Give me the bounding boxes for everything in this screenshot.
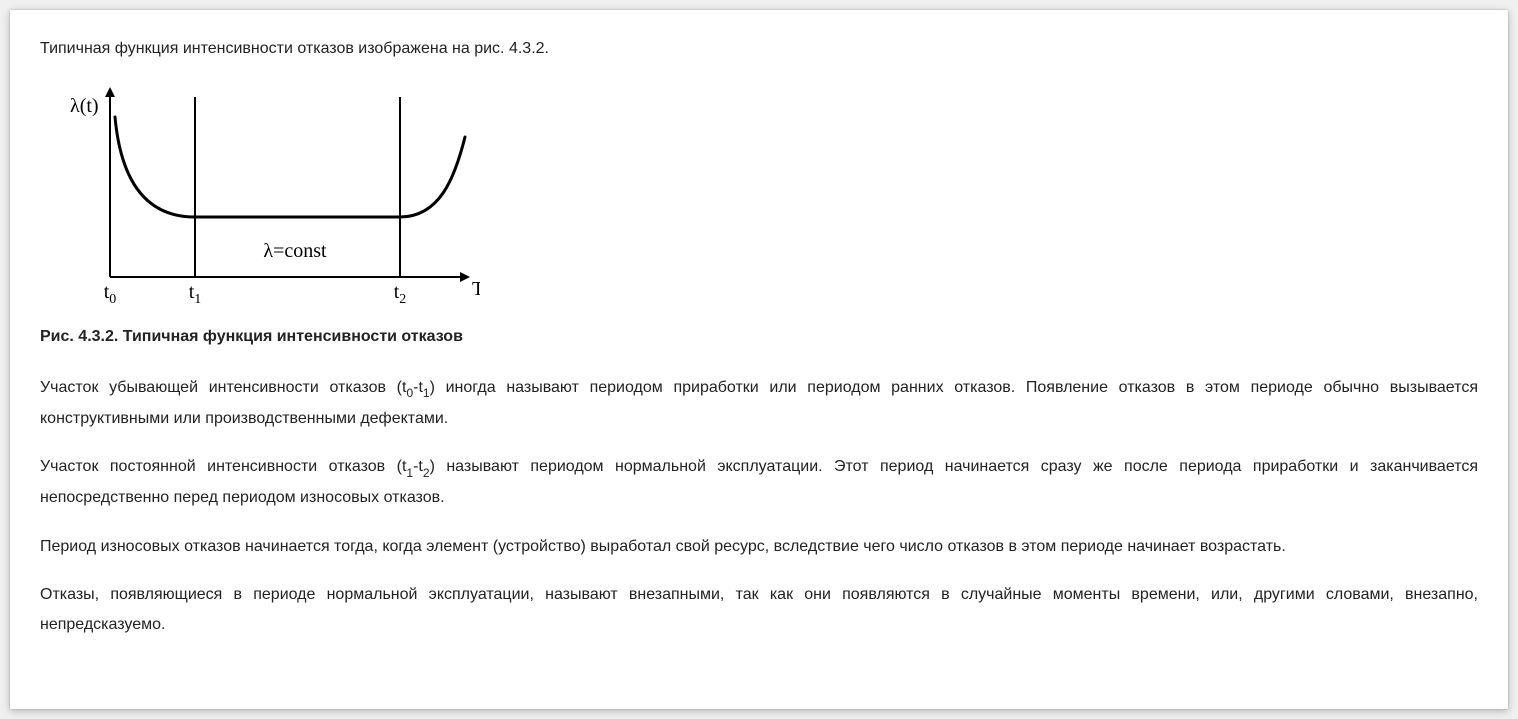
paragraph-4: Отказы, появляющиеся в периоде нормально… — [40, 580, 1478, 641]
page-outer: Типичная функция интенсивности отказов и… — [0, 0, 1518, 719]
p1-text-a: Участок убывающей интенсивности отказов … — [40, 379, 406, 396]
p2-sub-2: 2 — [423, 466, 430, 480]
p1-text-b: -t — [413, 379, 423, 396]
p2-text-a: Участок постоянной интенсивности отказов… — [40, 458, 406, 475]
svg-text:t2: t2 — [394, 281, 407, 307]
p2-text-b: -t — [413, 458, 423, 475]
paragraph-3: Период износовых отказов начинается тогд… — [40, 532, 1478, 562]
svg-text:λ=const: λ=const — [263, 240, 327, 262]
figure-caption: Рис. 4.3.2. Типичная функция интенсивнос… — [40, 322, 1478, 352]
p1-sub-1: 1 — [423, 386, 430, 400]
figure-bathtub-curve: λ(t) Tt0 t1 t2 λ=const — [40, 82, 1478, 312]
svg-text:t1: t1 — [189, 281, 202, 307]
svg-text:λ(t): λ(t) — [70, 95, 99, 117]
paragraph-2: Участок постоянной интенсивности отказов… — [40, 452, 1478, 513]
bathtub-curve-svg: λ(t) Tt0 t1 t2 λ=const — [40, 82, 480, 307]
document-page: Типичная функция интенсивности отказов и… — [10, 10, 1508, 709]
svg-text:T: T — [472, 278, 480, 300]
p1-sub-0: 0 — [406, 386, 413, 400]
p2-sub-1: 1 — [406, 466, 413, 480]
intro-paragraph: Типичная функция интенсивности отказов и… — [40, 34, 1478, 64]
svg-text:t0: t0 — [104, 281, 117, 307]
paragraph-1: Участок убывающей интенсивности отказов … — [40, 373, 1478, 434]
